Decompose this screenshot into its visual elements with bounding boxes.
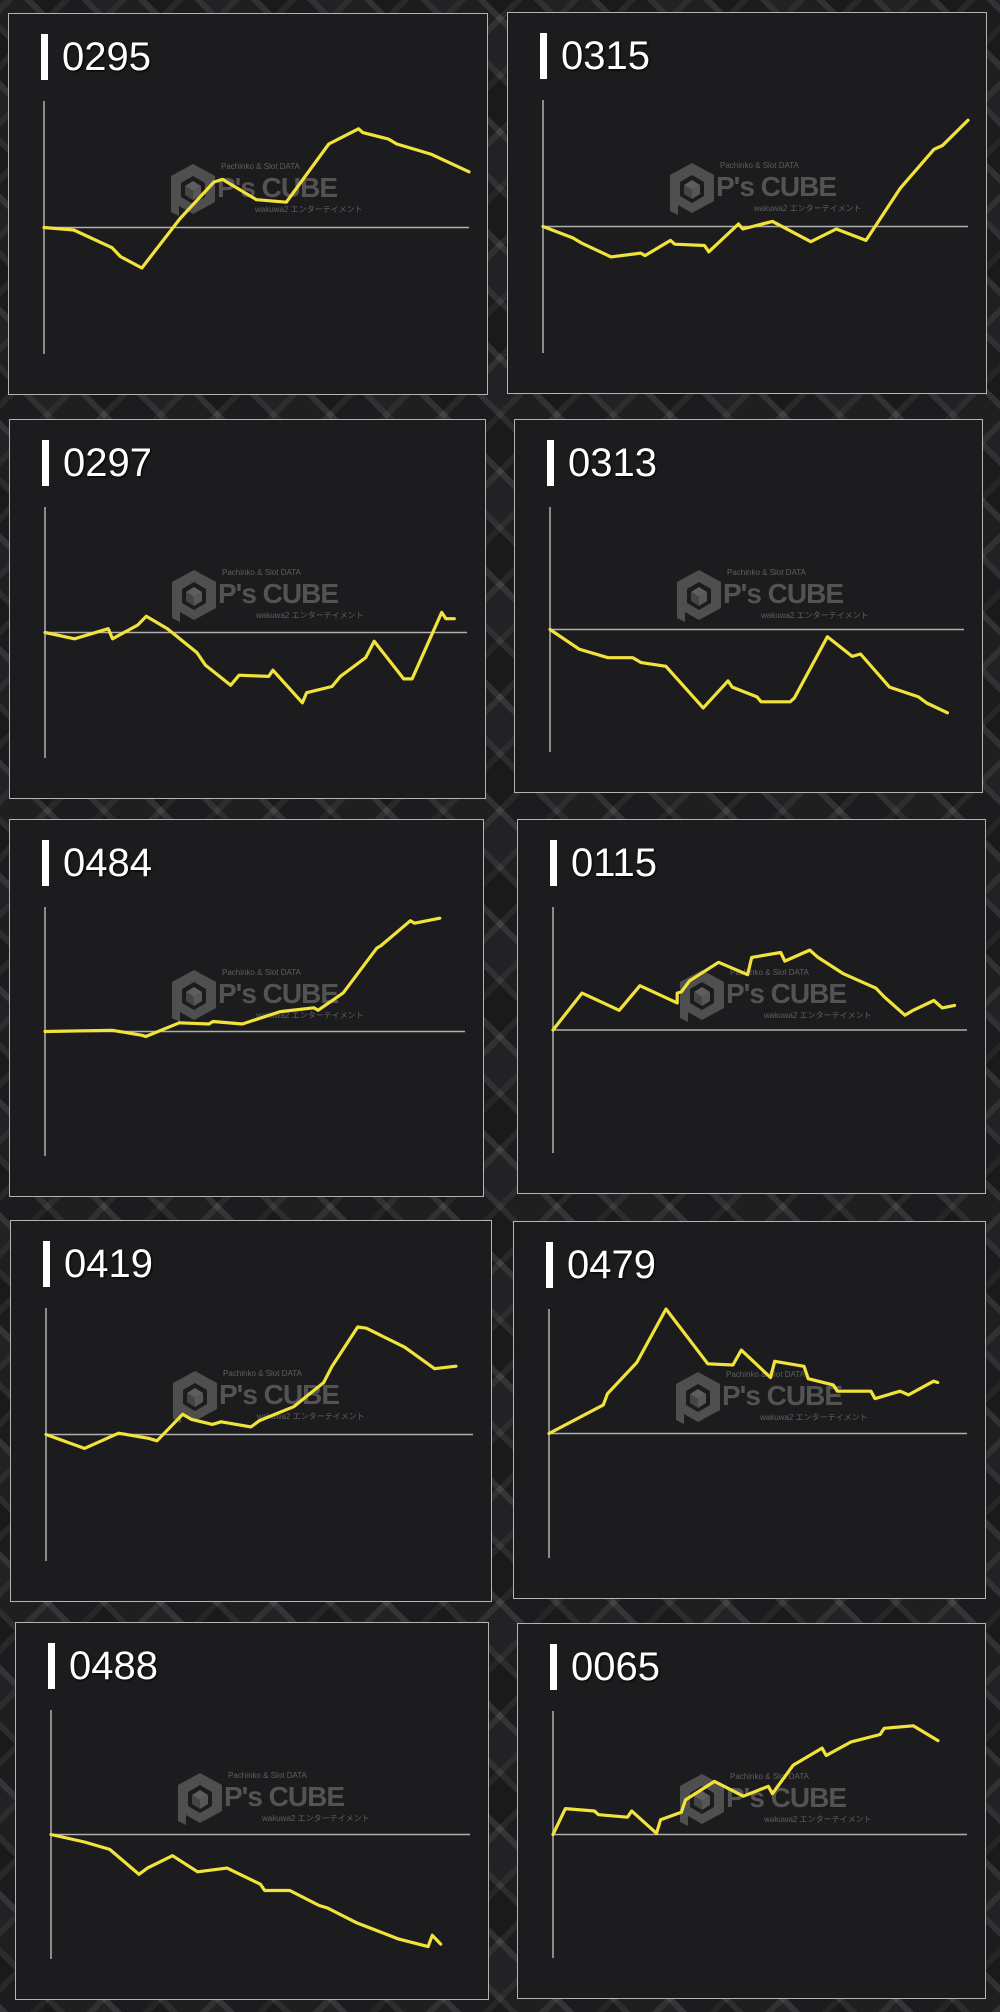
watermark-top-text: Pachinko & Slot DATA	[228, 1771, 307, 1780]
line-chart	[43, 907, 465, 1156]
watermark-logo: Pachinko & Slot DATA P's CUBE wakuwa2 エンター…	[170, 568, 370, 628]
watermark-top-text: Pachinko & Slot DATA	[730, 968, 809, 977]
chart-panel: 0065 Pachinko & Slot DATA P's CUBE wakuwa2 …	[517, 1623, 986, 1999]
watermark-top-text: Pachinko & Slot DATA	[223, 1369, 302, 1378]
watermark-tagline: wakuwa2 エンターテイメント	[754, 204, 862, 213]
chart-title: 0479	[567, 1243, 656, 1287]
chart-panel: 0479 Pachinko & Slot DATA P's CUBE wakuwa2 …	[513, 1221, 986, 1599]
line-chart	[44, 1308, 473, 1561]
watermark-logo: Pachinko & Slot DATA P's CUBE wakuwa2 エンター…	[678, 1772, 878, 1832]
watermark-top-text: Pachinko & Slot DATA	[730, 1772, 809, 1781]
cube-logo-icon	[670, 163, 714, 215]
title-bar-marker	[550, 1644, 557, 1690]
watermark-logo: Pachinko & Slot DATA P's CUBE wakuwa2 エンター…	[176, 1771, 376, 1831]
watermark-logo: Pachinko & Slot DATA P's CUBE wakuwa2 エンター…	[668, 161, 868, 221]
watermark-top-text: Pachinko & Slot DATA	[222, 568, 301, 577]
chart-title: 0313	[568, 441, 657, 485]
data-series-line	[548, 627, 949, 715]
chart-panel: 0419 Pachinko & Slot DATA P's CUBE wakuwa2 …	[10, 1220, 492, 1602]
watermark-tagline: wakuwa2 エンターテイメント	[761, 611, 869, 620]
title-bar-marker	[550, 840, 557, 886]
chart-panel: 0313 Pachinko & Slot DATA P's CUBE wakuwa2 …	[514, 419, 983, 793]
line-chart	[551, 1711, 967, 1958]
data-series-line	[551, 948, 957, 1032]
watermark-logo: Pachinko & Slot DATA P's CUBE wakuwa2 エンター…	[169, 162, 369, 222]
watermark-tagline: wakuwa2 エンターテイメント	[764, 1815, 872, 1824]
title-bar-marker	[42, 840, 49, 886]
chart-title: 0488	[69, 1644, 158, 1688]
watermark-tagline: wakuwa2 エンターテイメント	[760, 1413, 868, 1422]
watermark-brand: P's CUBE	[723, 578, 844, 609]
watermark-top-text: Pachinko & Slot DATA	[720, 161, 799, 170]
cube-logo-icon	[178, 1773, 222, 1825]
watermark-logo: Pachinko & Slot DATA P's CUBE wakuwa2 エンター…	[170, 968, 370, 1028]
line-chart	[49, 1710, 470, 1959]
chart-title: 0297	[63, 441, 152, 485]
cube-logo-icon	[173, 1371, 217, 1423]
data-series-line	[49, 1832, 443, 1949]
cube-logo-icon	[172, 570, 216, 622]
chart-title: 0065	[571, 1645, 660, 1689]
line-chart	[541, 100, 970, 353]
data-series-line	[547, 1307, 940, 1436]
watermark-top-text: Pachinko & Slot DATA	[221, 162, 300, 171]
data-series-line	[43, 916, 442, 1039]
line-chart	[42, 101, 471, 354]
cube-logo-icon	[172, 970, 216, 1022]
chart-title: 0484	[63, 841, 152, 885]
chart-title: 0419	[64, 1242, 153, 1286]
watermark-brand: P's CUBE	[218, 578, 339, 609]
line-chart	[551, 907, 967, 1153]
watermark-brand: P's CUBE	[726, 978, 847, 1009]
title-bar-marker	[43, 1241, 50, 1287]
line-chart	[548, 507, 964, 752]
cube-logo-icon	[677, 570, 721, 622]
watermark-tagline: wakuwa2 エンターテイメント	[255, 205, 363, 214]
chart-title: 0295	[62, 35, 151, 79]
watermark-brand: P's CUBE	[218, 978, 339, 1009]
watermark-brand: P's CUBE	[722, 1380, 843, 1411]
watermark-brand: P's CUBE	[224, 1781, 345, 1812]
title-bar-marker	[546, 1242, 553, 1288]
chart-panel: 0315 Pachinko & Slot DATA P's CUBE wakuwa2 …	[507, 12, 987, 394]
chart-title: 0315	[561, 34, 650, 78]
data-series-line	[551, 1724, 940, 1837]
watermark-brand: P's CUBE	[716, 171, 837, 202]
chart-panel: 0297 Pachinko & Slot DATA P's CUBE wakuwa2 …	[9, 419, 486, 799]
watermark-brand: P's CUBE	[726, 1782, 847, 1813]
watermark-logo: Pachinko & Slot DATA P's CUBE wakuwa2 エンター…	[171, 1369, 371, 1429]
chart-title: 0115	[571, 841, 658, 885]
title-bar-marker	[540, 33, 547, 79]
cube-logo-icon	[171, 164, 215, 216]
watermark-tagline: wakuwa2 エンターテイメント	[256, 611, 364, 620]
cube-logo-icon	[676, 1372, 720, 1424]
watermark-tagline: wakuwa2 エンターテイメント	[764, 1011, 872, 1020]
watermark-logo: Pachinko & Slot DATA P's CUBE wakuwa2 エンター…	[674, 1370, 874, 1430]
watermark-tagline: wakuwa2 エンターテイメント	[262, 1814, 370, 1823]
watermark-tagline: wakuwa2 エンターテイメント	[256, 1011, 364, 1020]
chart-panel: 0488 Pachinko & Slot DATA P's CUBE wakuwa2 …	[15, 1622, 489, 2000]
chart-panel: 0484 Pachinko & Slot DATA P's CUBE wakuwa2 …	[9, 819, 484, 1197]
title-bar-marker	[547, 440, 554, 486]
title-bar-marker	[42, 440, 49, 486]
chart-panel: 0295 Pachinko & Slot DATA P's CUBE wakuwa2 …	[8, 13, 488, 395]
watermark-top-text: Pachinko & Slot DATA	[727, 568, 806, 577]
data-series-line	[541, 118, 970, 259]
line-chart	[547, 1307, 967, 1558]
watermark-logo: Pachinko & Slot DATA P's CUBE wakuwa2 エンター…	[675, 568, 875, 628]
watermark-tagline: wakuwa2 エンターテイメント	[257, 1412, 365, 1421]
title-bar-marker	[48, 1643, 55, 1689]
data-series-line	[44, 1325, 458, 1450]
watermark-top-text: Pachinko & Slot DATA	[222, 968, 301, 977]
line-chart	[43, 507, 467, 758]
title-bar-marker	[41, 34, 48, 80]
data-series-line	[43, 610, 456, 705]
data-series-line	[42, 127, 471, 270]
cube-logo-icon	[680, 970, 724, 1022]
chart-panel: 0115 Pachinko & Slot DATA P's CUBE wakuwa2 …	[517, 819, 986, 1194]
watermark-logo: Pachinko & Slot DATA P's CUBE wakuwa2 エンター…	[678, 968, 878, 1028]
